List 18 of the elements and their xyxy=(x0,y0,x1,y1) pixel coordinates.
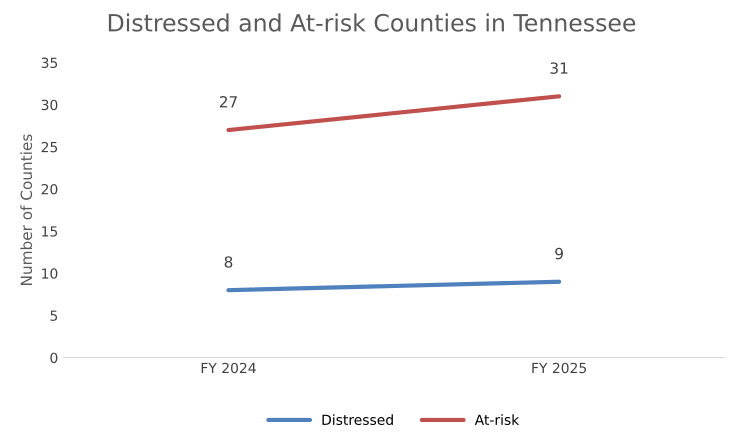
legend-label: Distressed xyxy=(322,414,393,426)
data-label: 27 xyxy=(220,96,237,108)
y-tick-label: 0 xyxy=(50,352,58,364)
data-label: 9 xyxy=(555,248,563,260)
chart-title: Distressed and At-risk Counties in Tennessee xyxy=(108,13,636,32)
data-label: 31 xyxy=(550,62,568,74)
data-label: 8 xyxy=(224,256,232,268)
y-tick-label: 35 xyxy=(42,58,58,68)
y-axis-title: Number of Counties xyxy=(20,134,32,285)
legend-label: At-risk xyxy=(474,414,520,426)
x-tick-label: FY 2025 xyxy=(532,362,586,374)
y-tick-label: 25 xyxy=(42,142,58,152)
y-tick-label: 15 xyxy=(42,226,58,237)
y-tick-label: 20 xyxy=(42,184,58,194)
y-tick-label: 10 xyxy=(42,268,58,279)
y-tick-label: 5 xyxy=(50,310,58,321)
y-tick-label: 30 xyxy=(42,100,58,110)
x-tick-label: FY 2024 xyxy=(202,362,256,374)
